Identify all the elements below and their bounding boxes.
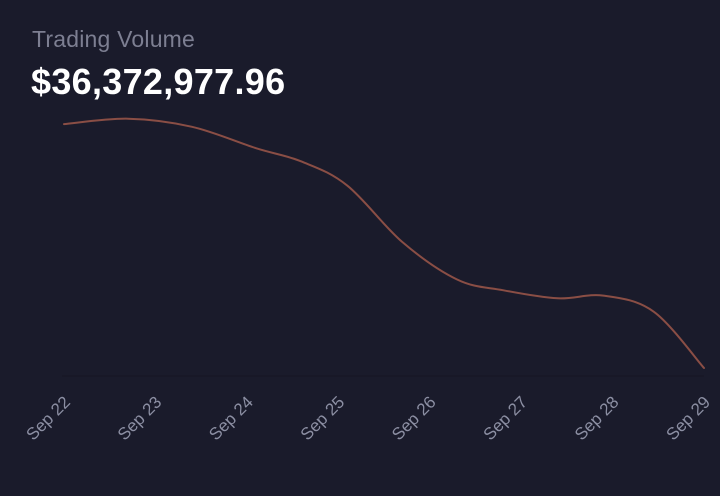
x-tick-label: Sep 25 (297, 393, 349, 445)
total-volume-value: $36,372,977.96 (31, 61, 286, 102)
x-tick-label: Sep 23 (114, 393, 166, 445)
x-tick-label: Sep 24 (205, 393, 257, 445)
chart-title: Trading Volume (32, 26, 196, 52)
x-tick-label: Sep 29 (662, 393, 714, 445)
volume-series-line (63, 117, 705, 369)
x-tick-label: Sep 28 (571, 393, 623, 445)
x-tick-label: Sep 27 (480, 393, 532, 445)
x-tick-label: Sep 22 (22, 393, 74, 445)
x-axis-ticks: Sep 22 Sep 23 Sep 24 Sep 25 Sep 26 Sep 27 Sep … (22, 393, 714, 445)
x-tick-label: Sep 26 (388, 393, 440, 445)
